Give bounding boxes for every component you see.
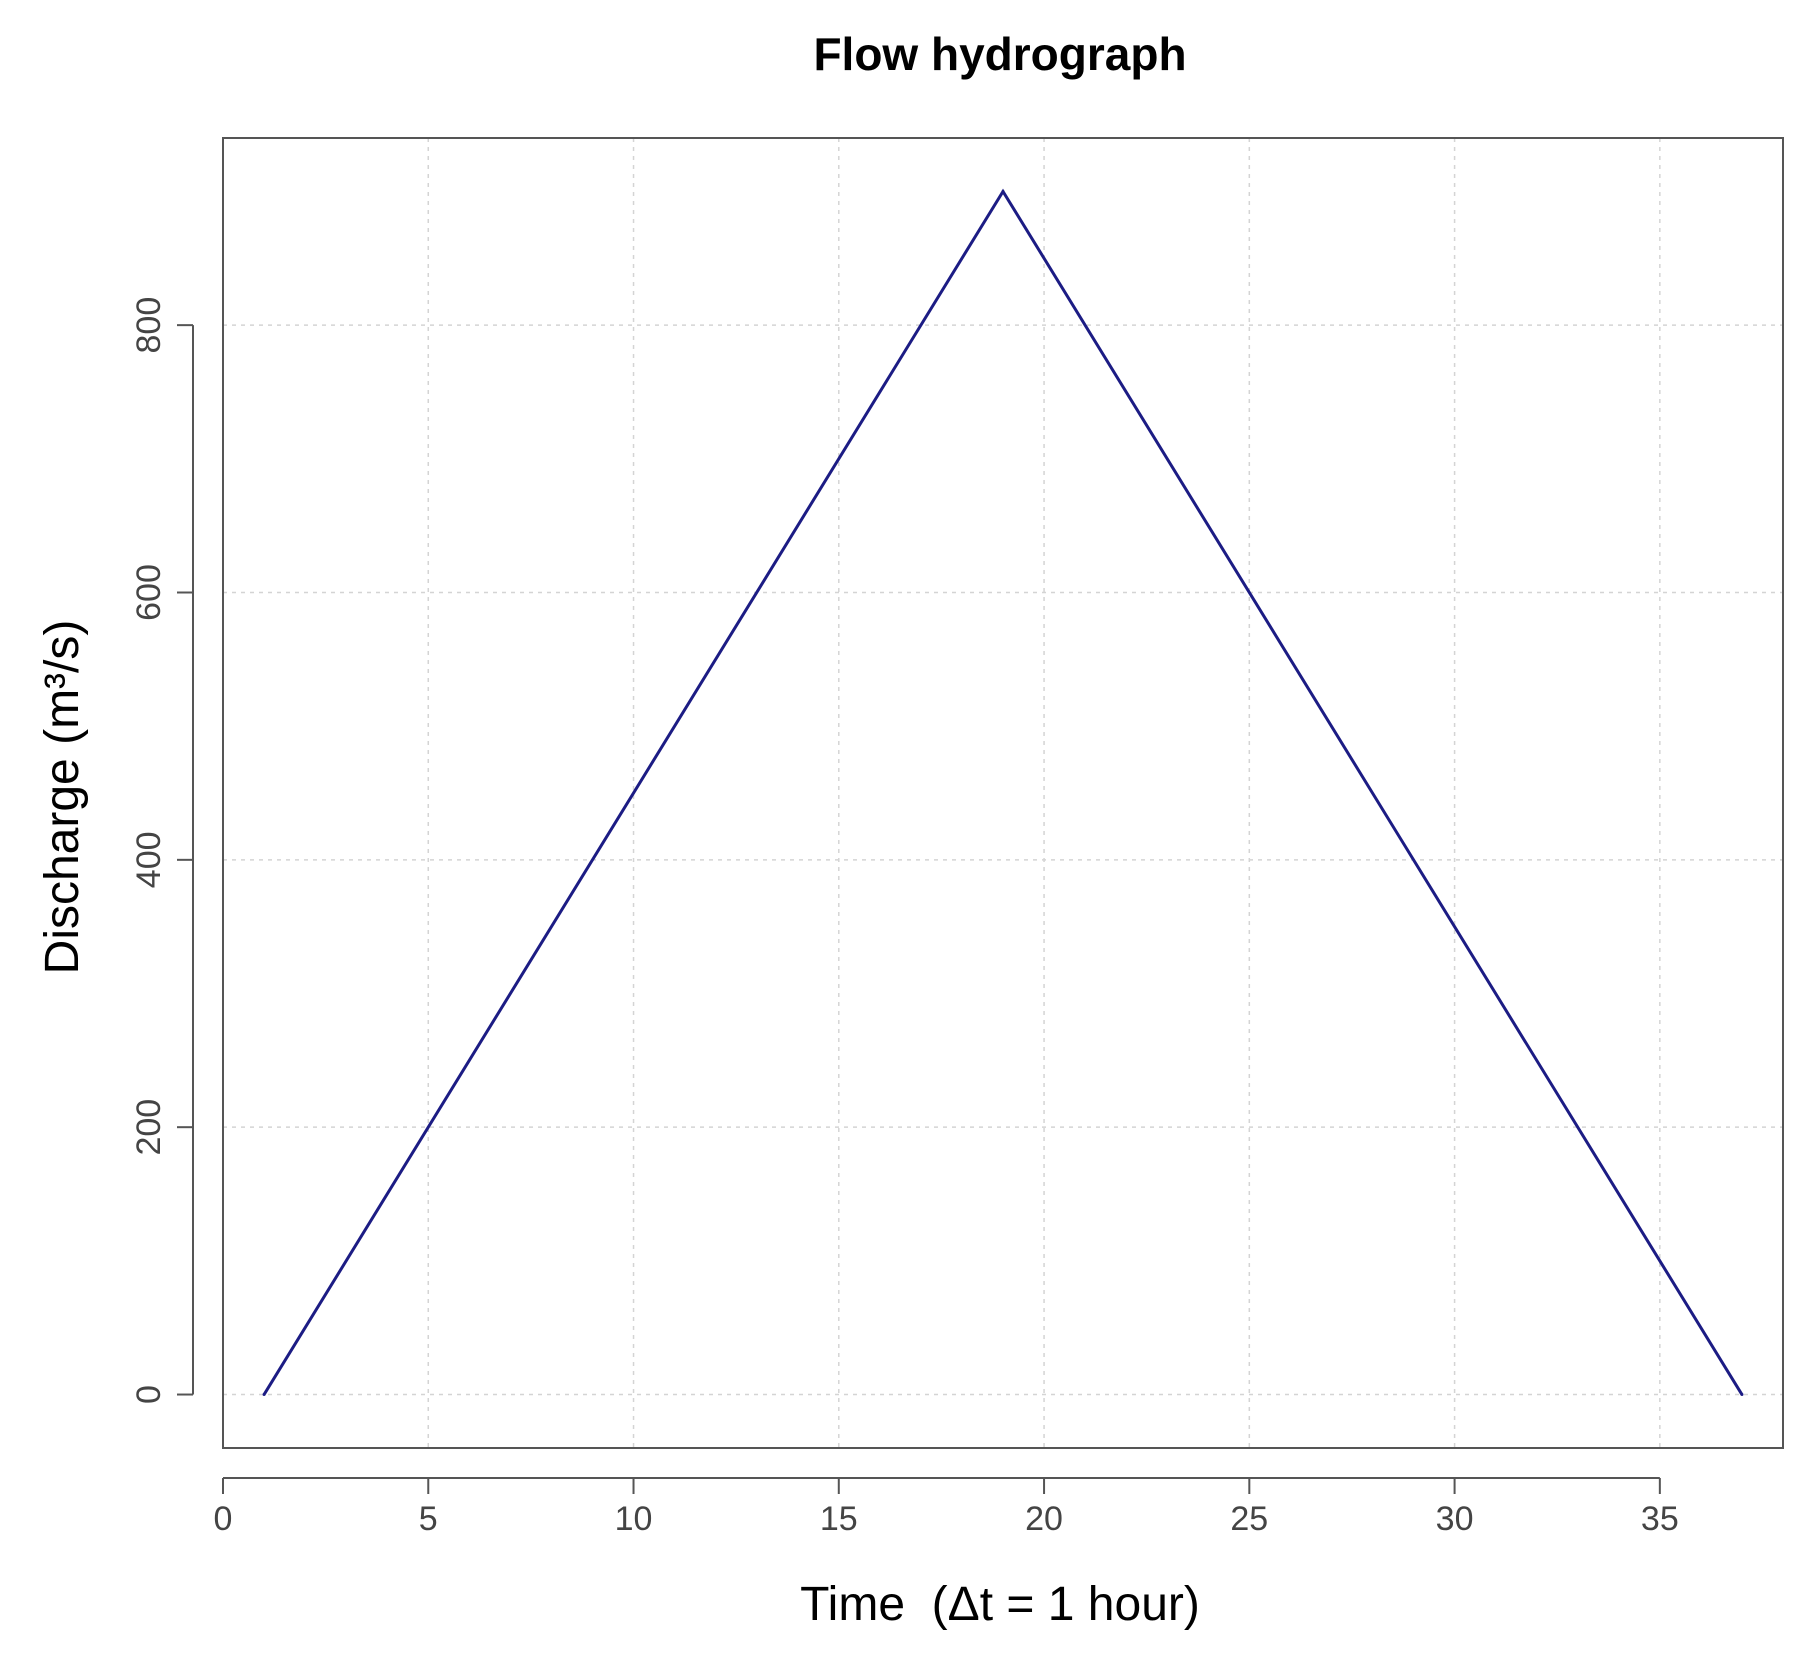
hydrograph-line (262, 188, 1744, 1396)
y-tick-label: 0 (130, 1385, 168, 1404)
x-tick-label: 25 (1230, 1500, 1268, 1538)
plot-frame (222, 137, 1784, 1449)
y-tick-label: 800 (130, 297, 168, 354)
x-tick-label: 35 (1641, 1500, 1679, 1538)
y-tick-label: 600 (130, 564, 168, 621)
x-tick-label: 5 (419, 1500, 438, 1538)
x-tick-label: 30 (1436, 1500, 1474, 1538)
grid-layer (222, 138, 1783, 1448)
series-layer (262, 188, 1744, 1397)
y-tick-label: 400 (130, 831, 168, 888)
y-axis-label: Discharge (m³/s) (36, 620, 89, 975)
data-point (262, 1393, 266, 1397)
x-axis: 0 5 10 15 20 25 30 35 (214, 1477, 1679, 1538)
x-tick-label: 20 (1025, 1500, 1063, 1538)
chart-title: Flow hydrograph (813, 28, 1186, 80)
x-tick-label: 10 (615, 1500, 653, 1538)
data-point (1740, 1393, 1744, 1397)
x-axis-label: Time (Δt = 1 hour) (800, 1578, 1200, 1631)
x-tick-label: 0 (214, 1500, 233, 1538)
y-axis: 0 200 400 600 800 (130, 297, 194, 1404)
y-tick-label: 200 (130, 1099, 168, 1156)
data-point (1001, 189, 1005, 193)
x-tick-label: 15 (820, 1500, 858, 1538)
